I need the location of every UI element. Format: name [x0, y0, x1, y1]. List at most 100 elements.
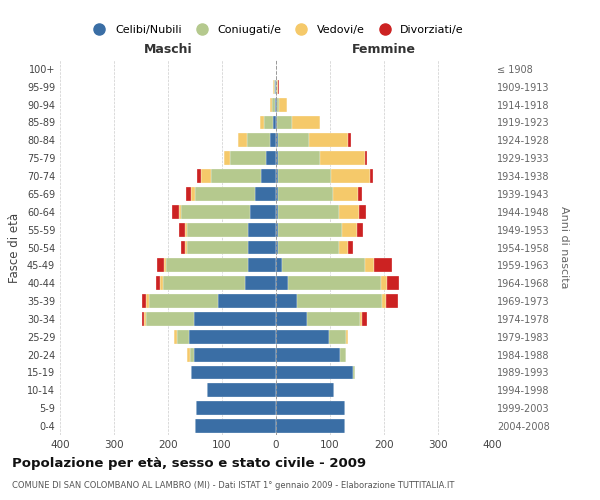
Bar	[195, 187, 256, 201]
Bar	[185, 222, 187, 236]
Bar	[149, 294, 218, 308]
Text: COMUNE DI SAN COLOMBANO AL LAMBRO (MI) - Dati ISTAT 1° gennaio 2009 - Elaborazio: COMUNE DI SAN COLOMBANO AL LAMBRO (MI) -…	[12, 481, 454, 490]
Bar	[276, 330, 329, 344]
Bar	[276, 312, 307, 326]
Bar	[277, 80, 278, 94]
Bar	[307, 312, 360, 326]
Bar	[276, 419, 345, 433]
Bar	[278, 134, 310, 147]
Bar	[160, 276, 163, 290]
Bar	[381, 276, 387, 290]
Bar	[175, 330, 176, 344]
Bar	[292, 116, 320, 130]
Bar	[245, 276, 276, 290]
Bar	[185, 240, 187, 254]
Bar	[365, 258, 374, 272]
Bar	[276, 401, 345, 415]
Bar	[142, 294, 146, 308]
Bar	[276, 276, 288, 290]
Bar	[340, 348, 346, 362]
Bar	[247, 134, 269, 147]
Bar	[218, 294, 276, 308]
Bar	[276, 205, 278, 219]
Bar	[166, 258, 248, 272]
Bar	[172, 205, 179, 219]
Bar	[146, 312, 194, 326]
Bar	[310, 134, 349, 147]
Bar	[353, 366, 355, 380]
Bar	[191, 187, 195, 201]
Bar	[276, 222, 278, 236]
Bar	[360, 312, 362, 326]
Bar	[276, 294, 296, 308]
Text: Maschi: Maschi	[143, 44, 193, 57]
Bar	[276, 187, 278, 201]
Y-axis label: Fasce di età: Fasce di età	[8, 212, 21, 282]
Bar	[278, 222, 342, 236]
Bar	[144, 312, 146, 326]
Bar	[202, 169, 211, 183]
Bar	[277, 98, 279, 112]
Bar	[270, 98, 272, 112]
Bar	[342, 222, 357, 236]
Bar	[387, 276, 399, 290]
Bar	[230, 151, 266, 165]
Bar	[187, 240, 248, 254]
Y-axis label: Anni di nascita: Anni di nascita	[559, 206, 569, 289]
Bar	[278, 169, 331, 183]
Bar	[276, 80, 277, 94]
Bar	[194, 348, 276, 362]
Bar	[374, 258, 392, 272]
Bar	[269, 134, 276, 147]
Bar	[349, 134, 350, 147]
Text: Popolazione per età, sesso e stato civile - 2009: Popolazione per età, sesso e stato civil…	[12, 458, 366, 470]
Text: Femmine: Femmine	[352, 44, 416, 57]
Bar	[276, 258, 283, 272]
Bar	[276, 384, 334, 398]
Bar	[283, 258, 365, 272]
Bar	[386, 294, 398, 308]
Bar	[187, 222, 248, 236]
Bar	[276, 98, 277, 112]
Bar	[349, 240, 353, 254]
Bar	[238, 134, 247, 147]
Bar	[275, 98, 276, 112]
Bar	[261, 169, 276, 183]
Bar	[338, 240, 349, 254]
Bar	[288, 276, 381, 290]
Bar	[248, 240, 276, 254]
Bar	[207, 384, 276, 398]
Bar	[179, 205, 181, 219]
Bar	[274, 116, 276, 130]
Bar	[179, 222, 185, 236]
Bar	[358, 187, 362, 201]
Bar	[357, 222, 364, 236]
Bar	[331, 169, 370, 183]
Bar	[296, 294, 382, 308]
Bar	[248, 258, 276, 272]
Bar	[276, 151, 278, 165]
Bar	[382, 294, 386, 308]
Bar	[279, 98, 287, 112]
Bar	[276, 240, 278, 254]
Bar	[278, 80, 279, 94]
Bar	[157, 258, 164, 272]
Bar	[188, 330, 276, 344]
Bar	[278, 151, 320, 165]
Bar	[260, 116, 263, 130]
Bar	[359, 205, 365, 219]
Bar	[187, 348, 190, 362]
Bar	[248, 222, 276, 236]
Bar	[256, 187, 276, 201]
Bar	[263, 116, 274, 130]
Bar	[278, 205, 338, 219]
Bar	[146, 294, 149, 308]
Legend: Celibi/Nubili, Coniugati/e, Vedovi/e, Divorziati/e: Celibi/Nubili, Coniugati/e, Vedovi/e, Di…	[84, 20, 468, 40]
Bar	[278, 240, 338, 254]
Bar	[196, 401, 276, 415]
Bar	[329, 330, 346, 344]
Bar	[156, 276, 160, 290]
Bar	[181, 205, 250, 219]
Bar	[346, 330, 349, 344]
Bar	[224, 151, 230, 165]
